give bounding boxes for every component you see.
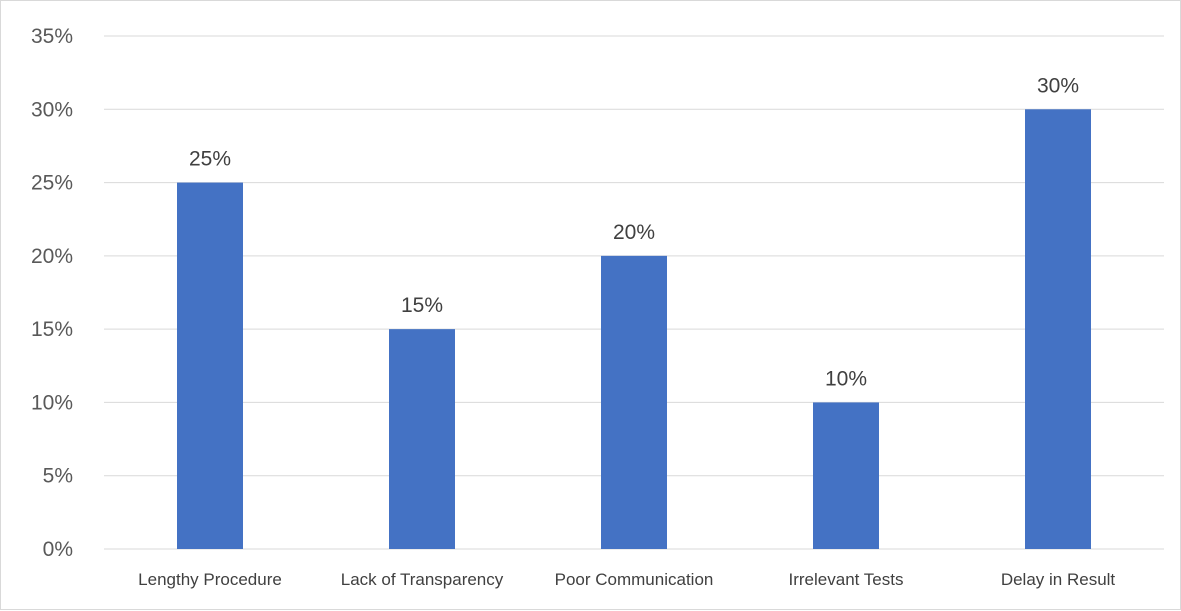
x-category-label: Poor Communication: [555, 570, 714, 589]
x-category-label: Lengthy Procedure: [138, 570, 282, 589]
y-tick-label: 20%: [31, 245, 73, 268]
x-category-label: Lack of Transparency: [341, 570, 504, 589]
y-tick-label: 35%: [31, 25, 73, 48]
bar: [813, 402, 879, 549]
y-tick-label: 10%: [31, 391, 73, 414]
y-tick-label: 0%: [43, 538, 73, 561]
data-label: 30%: [1037, 74, 1079, 97]
bar: [389, 329, 455, 549]
data-label: 20%: [613, 221, 655, 244]
y-tick-label: 25%: [31, 172, 73, 195]
y-axis-labels: 0% 5% 10% 15% 20% 25% 30% 35%: [31, 25, 73, 561]
y-tick-label: 15%: [31, 318, 73, 341]
y-tick-label: 30%: [31, 98, 73, 121]
bars: [177, 109, 1091, 550]
data-labels: 25% 15% 20% 10% 30%: [189, 74, 1079, 390]
bar: [1025, 109, 1091, 550]
y-tick-label: 5%: [43, 465, 73, 488]
data-label: 10%: [825, 367, 867, 390]
x-axis-labels: Lengthy Procedure Lack of Transparency Poo…: [138, 570, 1115, 589]
bar: [177, 182, 243, 550]
data-label: 25%: [189, 148, 231, 171]
x-category-label: Delay in Result: [1001, 570, 1116, 589]
x-category-label: Irrelevant Tests: [789, 570, 904, 589]
data-label: 15%: [401, 294, 443, 317]
bar: [601, 255, 667, 549]
